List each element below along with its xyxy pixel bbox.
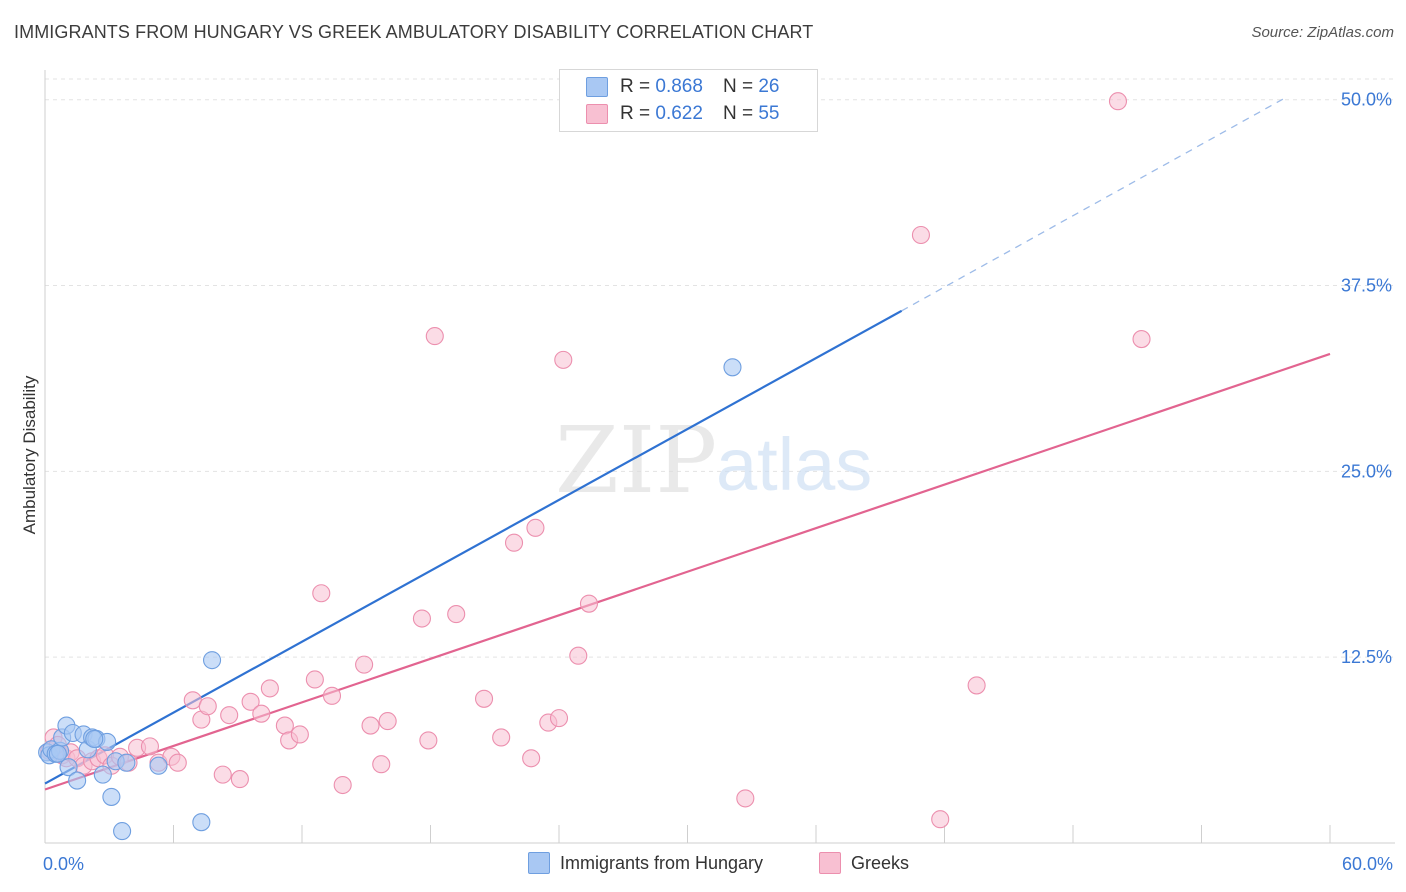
legend-label: Immigrants from Hungary	[560, 852, 764, 873]
hungary-point	[203, 651, 222, 670]
source-label: Source: ZipAtlas.com	[1251, 24, 1394, 41]
x-tick-label: 0.0%	[43, 854, 84, 874]
watermark-atlas: atlas	[716, 423, 872, 506]
greeks-point	[361, 716, 380, 735]
hungary-trend-line	[44, 309, 903, 785]
greeks-point	[260, 679, 279, 698]
r-label: R =	[620, 103, 651, 124]
n-value: 26	[758, 76, 780, 97]
hungary-point	[723, 358, 742, 377]
hungary-swatch	[586, 77, 608, 97]
greeks-point	[140, 737, 159, 756]
greeks-point	[372, 755, 391, 774]
axes	[44, 70, 1395, 844]
hungary-point	[93, 765, 112, 784]
greeks-point	[355, 655, 374, 674]
greeks-point	[931, 810, 950, 829]
hungary-point	[149, 756, 168, 775]
y-tick-label: 25.0%	[1341, 461, 1392, 481]
greeks-point	[911, 225, 930, 245]
greeks-point	[378, 712, 397, 731]
greeks-point	[569, 646, 588, 665]
greeks-point	[504, 533, 524, 552]
greeks-point	[412, 609, 431, 628]
greeks-point	[554, 350, 573, 369]
hungary-point	[117, 753, 136, 772]
legend-item-hungary: Immigrants from Hungary	[528, 852, 763, 874]
n-label: N =	[722, 76, 754, 97]
hungary-point	[59, 758, 78, 777]
greeks-point	[290, 725, 309, 744]
greeks-point	[447, 605, 466, 624]
greeks-point	[1108, 92, 1128, 111]
n-label: N =	[722, 103, 754, 124]
greeks-point	[198, 697, 217, 716]
y-tick-label: 50.0%	[1341, 90, 1392, 110]
greeks-point	[252, 704, 271, 723]
hungary-legend-swatch	[528, 852, 550, 874]
greeks-point	[474, 689, 494, 708]
greeks-point	[322, 686, 342, 705]
greeks-point	[230, 770, 249, 789]
greeks-swatch	[586, 104, 608, 124]
data-points	[38, 92, 1151, 841]
y-tick-label: 37.5%	[1341, 276, 1392, 296]
legend-item-greeks: Greeks	[819, 852, 909, 874]
grid-lines	[45, 78, 1395, 658]
greeks-point	[220, 706, 239, 725]
r-value: 0.622	[655, 103, 703, 124]
greeks-point	[333, 775, 352, 795]
greeks-point	[492, 728, 511, 747]
y-tick-label: 12.5%	[1341, 647, 1392, 667]
r-label: R =	[620, 76, 651, 97]
greeks-legend-swatch	[819, 852, 841, 874]
n-value: 55	[758, 103, 780, 124]
hungary-point	[113, 822, 132, 841]
x-tick-label: 60.0%	[1342, 854, 1393, 874]
correlation-legend: R = 0.868 N = 26 R = 0.622 N = 55	[559, 69, 818, 132]
greeks-point	[241, 692, 260, 711]
greeks-point	[213, 765, 232, 784]
hungary-point	[102, 787, 121, 806]
greeks-point	[275, 716, 294, 735]
hungary-trend-extension	[901, 96, 1288, 312]
legend-row-hungary: R = 0.868 N = 26	[586, 74, 779, 100]
legend-row-greeks: R = 0.622 N = 55	[586, 101, 779, 127]
greeks-point	[526, 518, 545, 537]
hungary-point	[48, 744, 67, 763]
watermark-zip: ZIP	[555, 407, 717, 514]
r-value: 0.868	[655, 76, 703, 97]
hungary-point	[85, 729, 104, 748]
greeks-point	[305, 670, 324, 689]
hungary-point	[68, 771, 87, 790]
greeks-point	[736, 789, 755, 808]
greeks-point	[419, 731, 438, 750]
greeks-point	[522, 749, 541, 768]
greeks-point	[168, 753, 187, 772]
greeks-point	[967, 676, 986, 695]
legend-label: Greeks	[851, 852, 910, 873]
tick-labels: 12.5% 25.0% 37.5% 50.0% 0.0% 60.0%	[43, 90, 1393, 874]
greeks-point	[312, 584, 331, 603]
hungary-point	[192, 813, 211, 832]
greeks-point	[1132, 330, 1151, 349]
greeks-point	[549, 709, 569, 728]
chart-title: IMMIGRANTS FROM HUNGARY VS GREEK AMBULAT…	[14, 22, 814, 42]
greeks-point	[579, 594, 599, 613]
greeks-point	[425, 327, 444, 346]
